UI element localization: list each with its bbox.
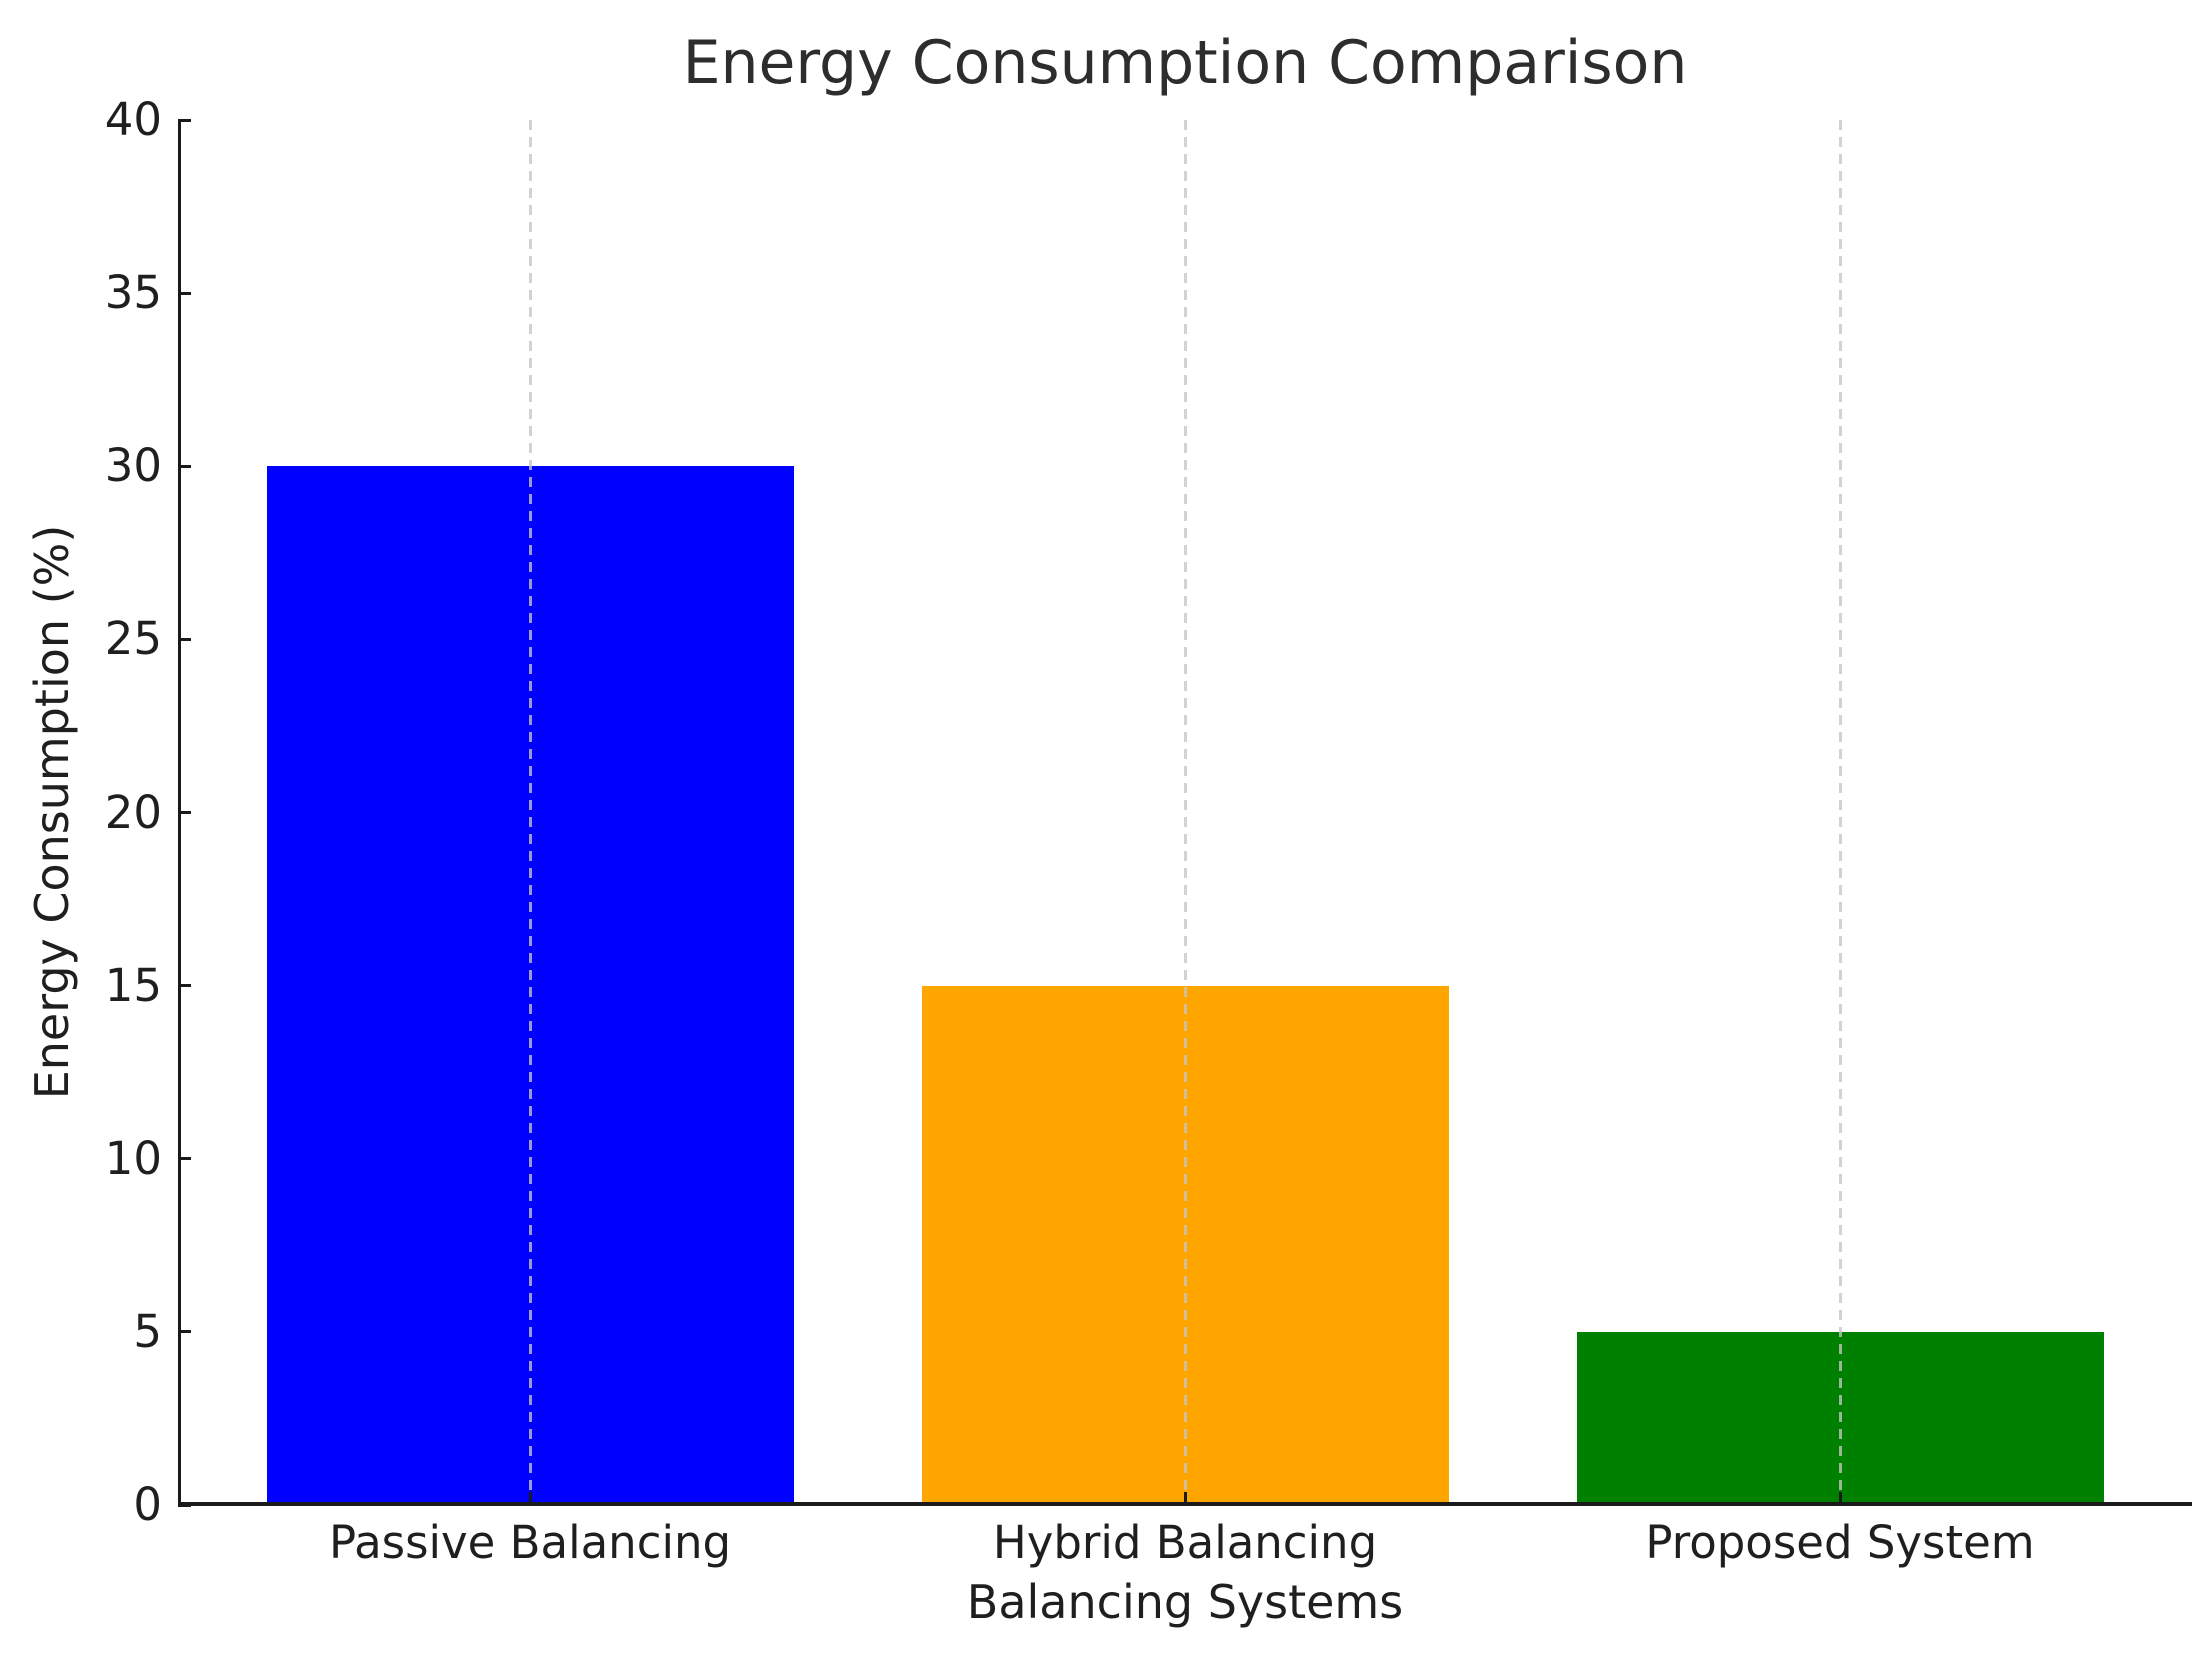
x-tick-label-passive-balancing: Passive Balancing (328, 1516, 732, 1569)
y-tick-label-30: 30 (104, 439, 162, 493)
x-tick-label-hybrid-balancing: Hybrid Balancing (992, 1516, 1378, 1569)
y-tick-mark (178, 1157, 191, 1161)
y-tick-mark (178, 291, 191, 295)
y-tick-mark (178, 637, 191, 641)
x-tick-mark (528, 1492, 532, 1505)
y-tick-mark (178, 811, 191, 814)
y-tick-label-0: 0 (133, 1478, 162, 1531)
y-tick-label-10: 10 (104, 1131, 162, 1185)
chart-title: Energy Consumption Comparison (682, 28, 1688, 98)
y-tick-mark (178, 118, 191, 122)
y-tick-label-35: 35 (104, 266, 162, 320)
y-tick-label-5: 5 (133, 1304, 162, 1358)
y-tick-mark (178, 984, 191, 988)
x-axis-label: Balancing Systems (966, 1575, 1404, 1629)
y-tick-label-25: 25 (104, 612, 162, 666)
plot-area (178, 118, 2192, 1507)
gridline-proposed-system (1838, 120, 1842, 1505)
gridline-hybrid-balancing (1183, 120, 1187, 1505)
x-tick-mark (1838, 1492, 1842, 1505)
y-tick-label-20: 20 (104, 785, 162, 839)
gridline-passive-balancing (528, 120, 532, 1505)
x-tick-mark (1183, 1492, 1187, 1505)
y-tick-mark (178, 1330, 191, 1334)
x-tick-label-proposed-system: Proposed System (1645, 1516, 2035, 1569)
y-tick-label-15: 15 (104, 958, 162, 1012)
y-tick-label-40: 40 (104, 93, 162, 146)
y-tick-mark (178, 464, 191, 468)
y-tick-mark (178, 1503, 191, 1507)
